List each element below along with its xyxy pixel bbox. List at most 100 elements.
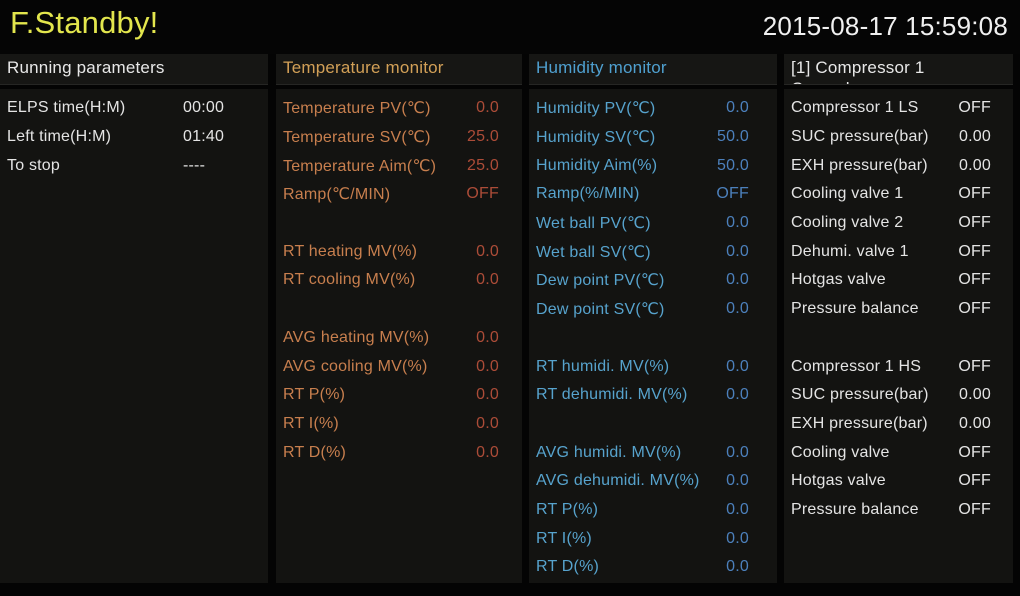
row-value: 0.0 xyxy=(476,357,499,375)
row-label: EXH pressure(bar) xyxy=(791,156,928,174)
panel-temperature-monitor[interactable]: Temperature monitor Temperature PV(℃) 0.0… xyxy=(276,54,522,583)
row-value: 0.0 xyxy=(726,529,749,547)
monitor-row: EXH pressure(bar) 0.00 xyxy=(784,151,1013,180)
monitor-row: AVG cooling MV(%) 0.0 xyxy=(276,352,522,381)
row-value: 0.0 xyxy=(726,214,749,232)
row-label: ELPS time(H:M) xyxy=(7,99,126,117)
monitor-row: AVG heating MV(%) 0.0 xyxy=(276,324,522,353)
monitor-row: Cooling valve 1 OFF xyxy=(784,180,1013,209)
monitor-row: Pressure balance OFF xyxy=(784,496,1013,525)
row-value: 0.0 xyxy=(476,99,499,117)
row-label: Wet ball PV(℃) xyxy=(536,215,651,233)
row-label: RT D(%) xyxy=(536,558,600,576)
row-value: 0.0 xyxy=(726,443,749,461)
monitor-row: Cooling valve OFF xyxy=(784,438,1013,467)
monitor-row: Temperature Aim(℃) 25.0 xyxy=(276,151,522,180)
row-label: Temperature SV(℃) xyxy=(283,129,431,147)
panel-running-parameters-header: Running parameters xyxy=(0,54,268,85)
panel-compressor-cascade-body: Compressor 1 LS OFF SUC pressure(bar) 0.00 E… xyxy=(784,89,1013,583)
row-label: RT P(%) xyxy=(536,500,599,518)
row-label: Pressure balance xyxy=(791,300,919,318)
panel-temperature-monitor-header: Temperature monitor xyxy=(276,54,522,85)
panel-temperature-monitor-body: Temperature PV(℃) 0.0 Temperature SV(℃) 25.… xyxy=(276,89,522,583)
monitor-row: Temperature SV(℃) 25.0 xyxy=(276,123,522,152)
panel-running-parameters[interactable]: Running parameters ELPS time(H:M) 00:00 Le… xyxy=(0,54,268,583)
row-value: 0.0 xyxy=(726,472,749,490)
panel-compressor-cascade-header: [1] Compressor 1 Cascade xyxy=(784,54,1013,85)
row-value: OFF xyxy=(958,443,991,461)
monitor-row: ELPS time(H:M) 00:00 xyxy=(0,94,268,123)
monitor-row: EXH pressure(bar) 0.00 xyxy=(784,410,1013,439)
monitor-row: RT I(%) 0.0 xyxy=(529,524,777,553)
row-label: Hotgas valve xyxy=(791,271,886,289)
monitor-row: RT D(%) 0.0 xyxy=(276,438,522,467)
row-value: OFF xyxy=(958,357,991,375)
monitor-row: Humidity PV(℃) 0.0 xyxy=(529,94,777,123)
panel-title: Running parameters xyxy=(7,58,165,77)
row-label: EXH pressure(bar) xyxy=(791,414,928,432)
row-value: OFF xyxy=(958,472,991,490)
row-value: 0.00 xyxy=(959,128,991,146)
row-value: OFF xyxy=(958,271,991,289)
row-value: OFF xyxy=(958,185,991,203)
monitor-row: RT cooling MV(%) 0.0 xyxy=(276,266,522,295)
monitor-row: Wet ball PV(℃) 0.0 xyxy=(529,209,777,238)
row-label: AVG humidi. MV(%) xyxy=(536,443,682,461)
row-label: Hotgas valve xyxy=(791,472,886,490)
monitor-row: RT humidi. MV(%) 0.0 xyxy=(529,352,777,381)
monitor-row: Temperature PV(℃) 0.0 xyxy=(276,94,522,123)
row-label: RT cooling MV(%) xyxy=(283,271,416,289)
monitor-row: SUC pressure(bar) 0.00 xyxy=(784,381,1013,410)
row-value: 0.0 xyxy=(476,443,499,461)
row-label: Compressor 1 LS xyxy=(791,99,919,117)
monitor-row: Compressor 1 LS OFF xyxy=(784,94,1013,123)
monitor-row: Dehumi. valve 1 OFF xyxy=(784,237,1013,266)
monitor-row: Ramp(℃/MIN) OFF xyxy=(276,180,522,209)
row-label: Humidity Aim(%) xyxy=(536,156,658,174)
row-label: Cooling valve 2 xyxy=(791,214,904,232)
row-value: 0.00 xyxy=(959,156,991,174)
monitor-row: SUC pressure(bar) 0.00 xyxy=(784,123,1013,152)
status-text: F.Standby! xyxy=(10,5,159,40)
panel-compressor-cascade[interactable]: [1] Compressor 1 Cascade Compressor 1 LS… xyxy=(784,54,1013,583)
row-value: 0.0 xyxy=(476,386,499,404)
row-label: Humidity PV(℃) xyxy=(536,100,656,118)
monitor-row: Ramp(%/MIN) OFF xyxy=(529,180,777,209)
row-spacer xyxy=(276,209,522,238)
top-bar: F.Standby! 2015-08-17 15:59:08 xyxy=(0,0,1020,54)
row-label: RT I(%) xyxy=(536,529,592,547)
row-label: RT humidi. MV(%) xyxy=(536,357,670,375)
row-label: RT I(%) xyxy=(283,414,339,432)
panel-humidity-monitor-body: Humidity PV(℃) 0.0 Humidity SV(℃) 50.0 Humid… xyxy=(529,89,777,583)
panel-title: [1] Compressor 1 Cascade xyxy=(791,58,925,84)
monitor-row: AVG dehumidi. MV(%) 0.0 xyxy=(529,467,777,496)
monitor-row: AVG humidi. MV(%) 0.0 xyxy=(529,438,777,467)
row-label: SUC pressure(bar) xyxy=(791,128,929,146)
row-value: OFF xyxy=(958,99,991,117)
panel-title: Temperature monitor xyxy=(283,58,444,77)
row-label: Temperature Aim(℃) xyxy=(283,157,437,175)
row-value: 0.0 xyxy=(476,242,499,260)
monitor-row: Humidity Aim(%) 50.0 xyxy=(529,151,777,180)
row-value: 0.0 xyxy=(726,558,749,576)
row-value: OFF xyxy=(466,185,499,203)
monitor-row: RT heating MV(%) 0.0 xyxy=(276,237,522,266)
row-label: AVG cooling MV(%) xyxy=(283,357,428,375)
row-value: 0.0 xyxy=(476,271,499,289)
panel-humidity-monitor[interactable]: Humidity monitor Humidity PV(℃) 0.0 Humidi… xyxy=(529,54,777,583)
panel-humidity-monitor-header: Humidity monitor xyxy=(529,54,777,85)
row-label: Wet ball SV(℃) xyxy=(536,243,651,261)
monitor-row: RT dehumidi. MV(%) 0.0 xyxy=(529,381,777,410)
monitor-row: Hotgas valve OFF xyxy=(784,467,1013,496)
row-label: Cooling valve xyxy=(791,443,890,461)
row-value: 0.0 xyxy=(726,99,749,117)
row-label: Dehumi. valve 1 xyxy=(791,242,909,260)
row-value: 0.0 xyxy=(726,357,749,375)
row-label: RT heating MV(%) xyxy=(283,242,418,260)
row-value: OFF xyxy=(958,300,991,318)
panel-title: Humidity monitor xyxy=(536,58,667,77)
row-value: 0.0 xyxy=(726,386,749,404)
monitor-row: RT P(%) 0.0 xyxy=(276,381,522,410)
row-value: OFF xyxy=(958,500,991,518)
